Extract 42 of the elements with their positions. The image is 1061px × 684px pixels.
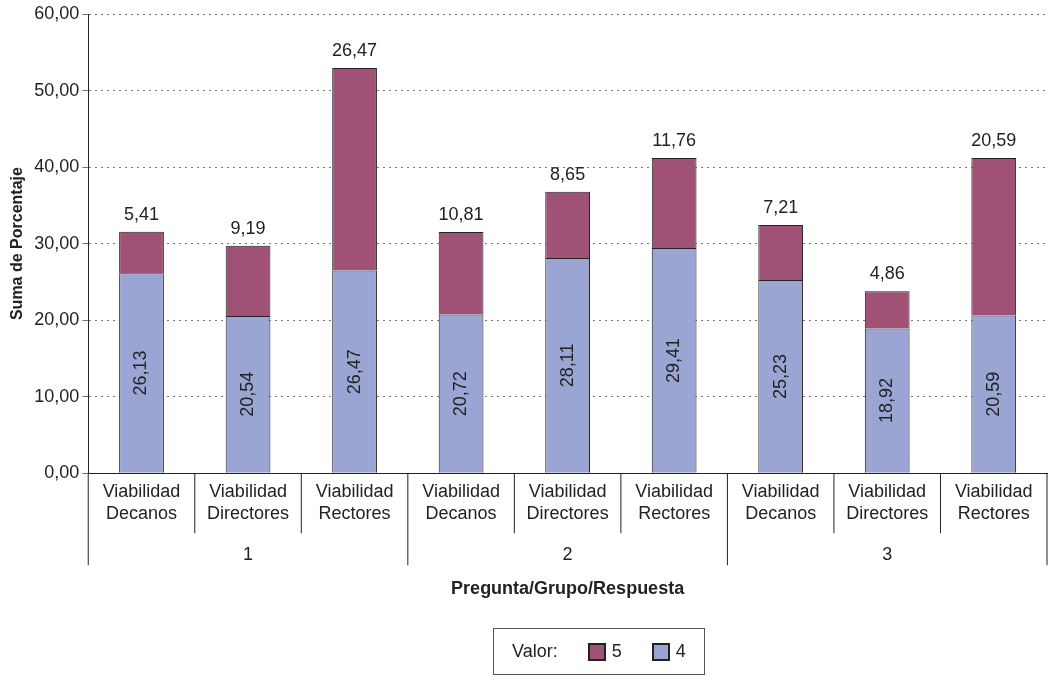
data-label: 26,47	[343, 349, 364, 395]
x-axis-title: Pregunta/Grupo/Respuesta	[451, 578, 686, 599]
data-label: 8,65	[550, 163, 586, 184]
data-label: 20,59	[982, 371, 1003, 417]
data-label: 20,59	[971, 130, 1017, 150]
data-label: 25,23	[769, 353, 790, 399]
x-tick-label: Viabilidad Decanos	[102, 480, 181, 523]
y-tick-label: 30,00	[34, 232, 80, 253]
y-axis-title: Suma de Porcentaje	[8, 167, 26, 321]
data-label: 4,86	[869, 263, 905, 284]
x-tick-label: Viabilidad Decanos	[741, 480, 820, 523]
data-label: 20,54	[237, 371, 258, 417]
x-tick-label: Viabilidad Rectores	[954, 480, 1033, 523]
data-label: 11,76	[652, 130, 697, 151]
data-label: 10,81	[438, 203, 484, 224]
x-tick-label: Viabilidad Decanos	[422, 480, 500, 523]
text: 3	[882, 544, 893, 565]
y-tick-label: 20,00	[34, 309, 80, 330]
legend-title: Valor:	[512, 641, 558, 662]
text: 2	[562, 544, 573, 565]
legend-label: 5	[611, 641, 622, 662]
x-tick-label: Viabilidad Directores	[207, 480, 290, 523]
data-label: 9,19	[230, 217, 266, 238]
x-tick-label: Viabilidad Rectores	[315, 480, 394, 523]
y-tick-label: 40,00	[34, 156, 80, 177]
data-label: 28,11	[556, 343, 577, 388]
data-label: 18,92	[876, 378, 897, 424]
data-label: 7,21	[763, 196, 799, 217]
data-label: 5,41	[123, 203, 160, 224]
y-tick-label: 50,00	[34, 79, 80, 100]
y-tick-label: 0,00	[44, 462, 80, 483]
y-tick-label: 60,00	[34, 2, 80, 23]
data-label: 26,47	[332, 40, 378, 60]
y-tick-label: 10,00	[34, 385, 80, 406]
data-label: 20,72	[450, 371, 471, 417]
data-label: 29,41	[663, 337, 684, 383]
x-tick-label: Viabilidad Rectores	[635, 480, 714, 523]
data-label: 26,13	[130, 350, 151, 396]
text: 1	[243, 544, 254, 565]
x-tick-label: Viabilidad Directores	[526, 480, 609, 523]
legend-label: 4	[675, 641, 686, 662]
x-tick-label: Viabilidad Directores	[846, 480, 929, 523]
